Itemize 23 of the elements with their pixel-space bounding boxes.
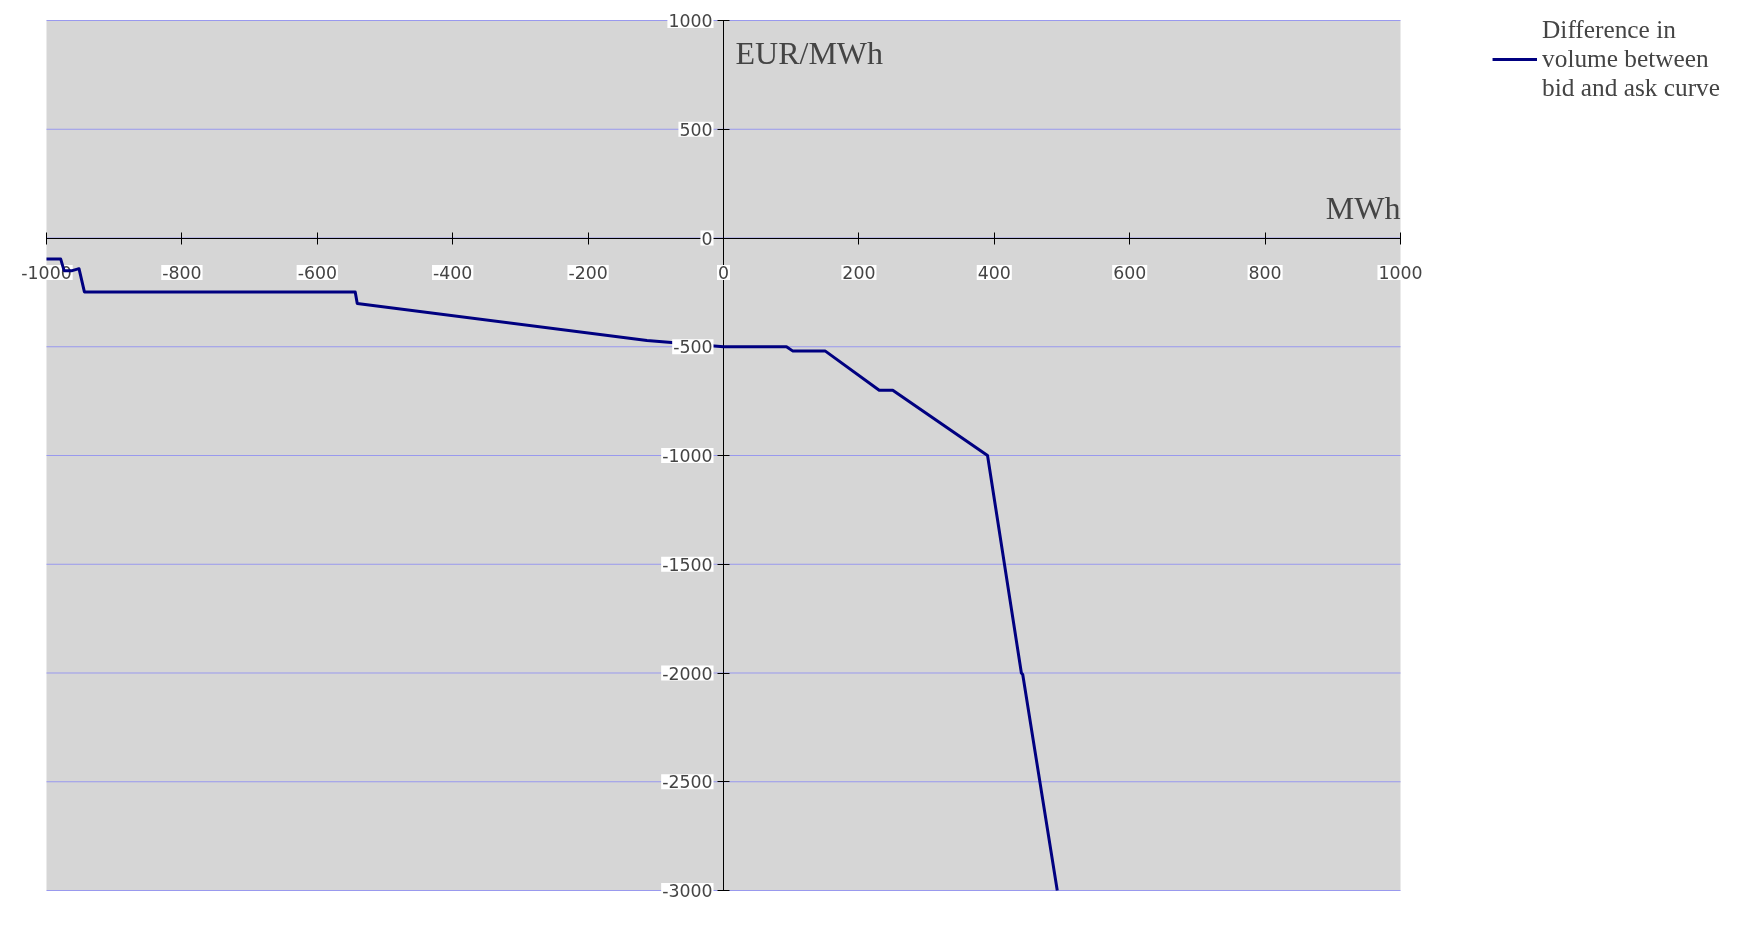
x-tick-label: 0 (717, 263, 730, 283)
x-tick-label: -200 (568, 263, 608, 283)
x-tick-label: -600 (297, 263, 337, 283)
x-tick-label: -1000 (21, 263, 72, 283)
legend-label: Difference in volume between bid and ask curve (1542, 15, 1720, 102)
y-tick-label: -500 (673, 337, 713, 358)
y-tick-label: 500 (679, 119, 713, 140)
x-tick-label: -400 (433, 263, 473, 283)
x-tick-label: 1000 (1378, 263, 1423, 283)
x-tick-label: -800 (162, 263, 202, 283)
x-tick-label: 400 (977, 263, 1011, 283)
y-tick-label: -3000 (662, 881, 713, 901)
y-tick-label: 1000 (668, 11, 713, 31)
x-tick-label: 800 (1248, 263, 1282, 283)
x-tick-label: 200 (842, 263, 876, 283)
y-tick-label: -1000 (662, 446, 713, 466)
y-tick-label: -2500 (662, 772, 713, 793)
x-axis-title: MWh (1325, 190, 1401, 226)
y-tick-label: 0 (701, 228, 713, 249)
x-tick-label: 600 (1113, 263, 1147, 283)
y-axis-title: EUR/MWh (735, 34, 884, 71)
y-tick-label: -2000 (662, 663, 713, 684)
y-tick-label: -1500 (662, 554, 713, 575)
